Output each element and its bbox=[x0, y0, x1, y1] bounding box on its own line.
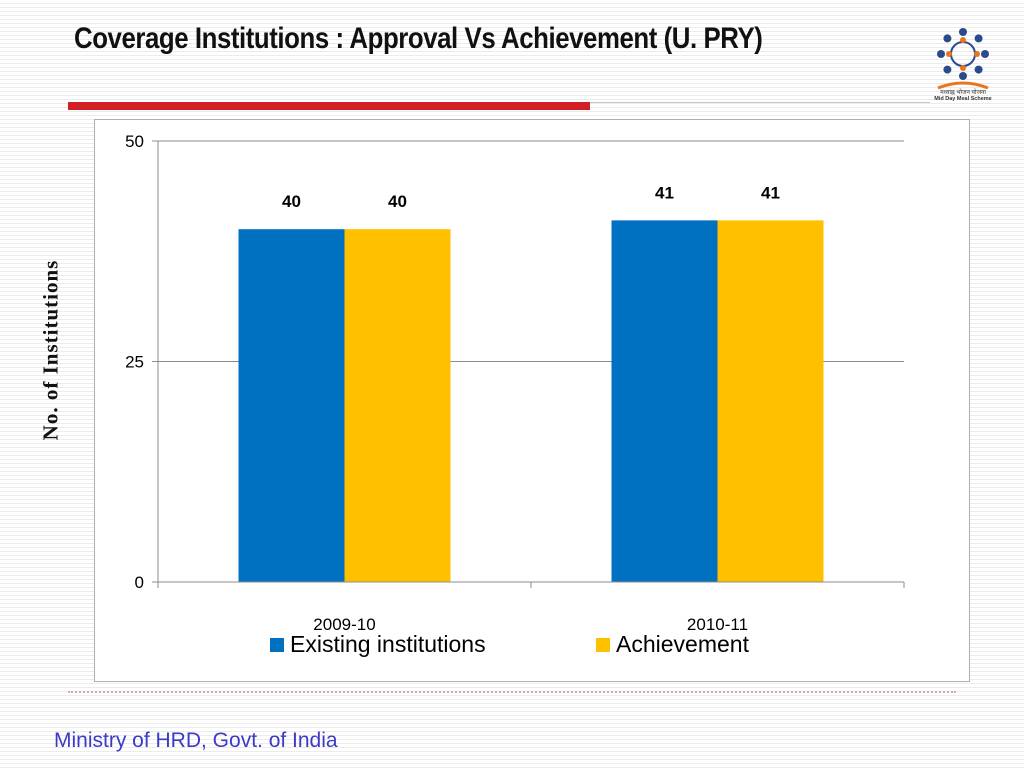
mid-day-meal-logo-icon bbox=[937, 28, 989, 90]
logo-text-hindi: मध्याह्न भोजन योजना bbox=[940, 90, 986, 96]
footer-text: Ministry of HRD, Govt. of India bbox=[54, 729, 338, 752]
y-tick-label: 0 bbox=[135, 573, 144, 592]
bar-data-label: 40 bbox=[282, 192, 301, 211]
bar-existing bbox=[611, 220, 718, 582]
x-tick-label: 2010-11 bbox=[687, 615, 748, 634]
legend-swatch-existing bbox=[270, 638, 284, 652]
y-tick-label: 25 bbox=[125, 353, 144, 372]
bar-data-label: 41 bbox=[655, 183, 674, 202]
bar-existing bbox=[238, 229, 345, 582]
legend-label: Existing institutions bbox=[290, 631, 486, 657]
x-tick-label: 2009-10 bbox=[313, 615, 375, 634]
bar-achievement bbox=[344, 229, 451, 582]
title-underline bbox=[590, 102, 930, 103]
bar-achievement bbox=[717, 220, 824, 582]
bar-data-label: 41 bbox=[761, 183, 780, 202]
bar-chart: 0 25 50 40 40 2009-10 41 41 2010-11 Existing inst… bbox=[125, 132, 905, 657]
y-axis-label: No. of Institutions bbox=[38, 259, 63, 441]
legend-swatch-achievement bbox=[596, 638, 610, 652]
title-accent-bar bbox=[68, 102, 590, 110]
y-tick-label: 50 bbox=[125, 132, 144, 151]
legend-label: Achievement bbox=[616, 631, 750, 657]
bar-data-label: 40 bbox=[388, 192, 407, 211]
slide-title: Coverage Institutions : Approval Vs Achi… bbox=[74, 22, 763, 55]
footer-divider bbox=[68, 691, 956, 693]
logo-text-english: Mid Day Meal Scheme bbox=[934, 96, 992, 102]
